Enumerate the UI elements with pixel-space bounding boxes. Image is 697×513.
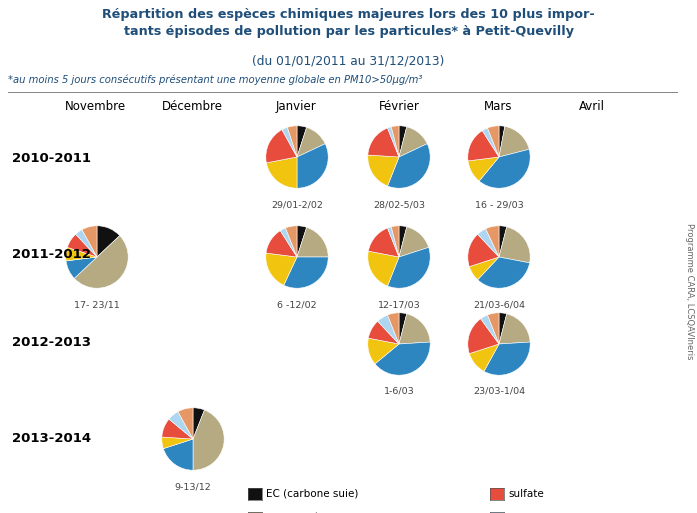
Wedge shape (97, 226, 120, 257)
Wedge shape (375, 342, 430, 375)
Wedge shape (284, 257, 328, 288)
Wedge shape (76, 230, 97, 257)
Wedge shape (368, 228, 399, 257)
Wedge shape (162, 437, 193, 449)
Wedge shape (297, 227, 328, 257)
Text: Novembre: Novembre (64, 100, 125, 113)
Wedge shape (482, 128, 499, 157)
Wedge shape (266, 253, 297, 285)
Wedge shape (388, 313, 399, 344)
Text: 21/03-6/04: 21/03-6/04 (473, 300, 525, 309)
Wedge shape (266, 130, 297, 163)
Text: 17- 23/11: 17- 23/11 (74, 300, 120, 309)
Wedge shape (388, 127, 399, 157)
Text: Avril: Avril (579, 100, 605, 113)
Text: sulfate: sulfate (508, 489, 544, 499)
Wedge shape (499, 227, 530, 263)
Text: *au moins 5 jours consécutifs présentant une moyenne globale en PM10>50μg/m³: *au moins 5 jours consécutifs présentant… (8, 75, 422, 86)
Wedge shape (66, 247, 97, 261)
Wedge shape (286, 226, 297, 257)
Wedge shape (378, 315, 399, 344)
Text: 9-13/12: 9-13/12 (175, 482, 211, 491)
Text: Janvier: Janvier (275, 100, 316, 113)
Text: 1-6/03: 1-6/03 (383, 387, 415, 396)
Wedge shape (399, 226, 407, 257)
Wedge shape (66, 257, 97, 279)
Wedge shape (163, 439, 193, 470)
Text: 2011-2012: 2011-2012 (12, 248, 91, 262)
Text: Répartition des espèces chimiques majeures lors des 10 plus impor-
tants épisode: Répartition des espèces chimiques majeur… (102, 8, 595, 37)
Text: EC (carbone suie): EC (carbone suie) (266, 489, 358, 499)
Text: 2010-2011: 2010-2011 (12, 151, 91, 165)
Text: 2012-2013: 2012-2013 (12, 336, 91, 348)
Wedge shape (193, 408, 204, 439)
Wedge shape (282, 127, 297, 157)
Text: 23/03-1/04: 23/03-1/04 (473, 387, 525, 396)
Wedge shape (399, 127, 427, 157)
Wedge shape (368, 338, 399, 364)
Text: Mars: Mars (484, 100, 512, 113)
Text: 29/01-2/02: 29/01-2/02 (271, 200, 323, 209)
Wedge shape (468, 131, 499, 161)
Wedge shape (297, 126, 307, 157)
Wedge shape (487, 313, 499, 344)
Wedge shape (391, 226, 399, 257)
Wedge shape (469, 344, 499, 371)
Wedge shape (468, 234, 499, 267)
Wedge shape (477, 229, 499, 257)
Wedge shape (178, 408, 193, 439)
Text: Février: Février (378, 100, 420, 113)
Wedge shape (193, 410, 224, 470)
Wedge shape (75, 235, 128, 288)
Wedge shape (499, 314, 530, 344)
Wedge shape (388, 247, 430, 288)
Text: 16 - 29/03: 16 - 29/03 (475, 200, 523, 209)
Wedge shape (499, 126, 505, 157)
Wedge shape (399, 227, 429, 257)
Wedge shape (468, 319, 499, 353)
Wedge shape (266, 157, 297, 188)
Wedge shape (169, 411, 193, 439)
Text: 6 -12/02: 6 -12/02 (277, 300, 317, 309)
Wedge shape (68, 234, 97, 257)
Wedge shape (280, 228, 297, 257)
Wedge shape (297, 127, 325, 157)
Text: 12-17/03: 12-17/03 (378, 300, 420, 309)
Wedge shape (487, 126, 499, 157)
Wedge shape (162, 419, 193, 439)
Wedge shape (391, 126, 399, 157)
Wedge shape (468, 157, 499, 181)
Wedge shape (486, 226, 499, 257)
Wedge shape (287, 126, 297, 157)
Wedge shape (368, 155, 399, 186)
Wedge shape (266, 231, 297, 257)
Wedge shape (484, 342, 530, 375)
Wedge shape (388, 227, 399, 257)
Text: (du 01/01/2011 au 31/12/2013): (du 01/01/2011 au 31/12/2013) (252, 55, 445, 68)
Wedge shape (368, 321, 399, 344)
Wedge shape (297, 226, 307, 257)
Wedge shape (469, 257, 499, 280)
Text: Programme CARA, LCSQAVIneris: Programme CARA, LCSQAVIneris (684, 223, 694, 359)
Wedge shape (297, 144, 328, 188)
Text: 28/02-5/03: 28/02-5/03 (373, 200, 425, 209)
Wedge shape (499, 313, 507, 344)
Wedge shape (399, 313, 407, 344)
Text: Décembre: Décembre (162, 100, 222, 113)
Wedge shape (368, 251, 399, 286)
Wedge shape (499, 226, 507, 257)
Wedge shape (479, 149, 530, 188)
Wedge shape (477, 257, 530, 288)
Wedge shape (399, 314, 430, 344)
Wedge shape (368, 128, 399, 157)
Wedge shape (399, 126, 407, 157)
Wedge shape (499, 126, 529, 157)
Wedge shape (388, 144, 430, 188)
Text: 2013-2014: 2013-2014 (12, 431, 91, 444)
Wedge shape (481, 315, 499, 344)
Wedge shape (82, 226, 97, 257)
